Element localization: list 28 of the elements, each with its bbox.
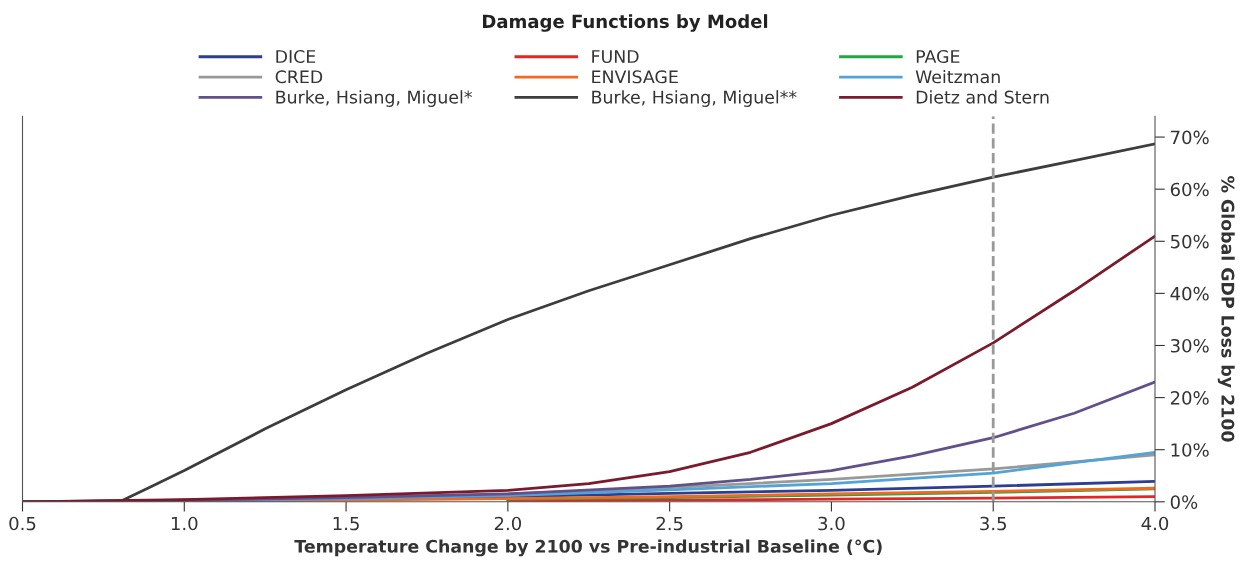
legend-label: DICE (276, 49, 316, 64)
x-tick-label: 3.0 (818, 516, 845, 531)
x-tick-label: 0.5 (9, 516, 36, 531)
y-tick-label: 0% (1170, 495, 1198, 509)
x-axis-title: Temperature Change by 2100 vs Pre-industrial Baseline (°C) (294, 539, 882, 557)
legend-label: PAGE (916, 49, 960, 64)
y-tick-label: 30% (1170, 338, 1209, 353)
legend-label: Weitzman (915, 69, 1000, 84)
y-axis-title: % Global GDP Loss by 2100 (1217, 176, 1235, 442)
x-tick-label: 1.0 (171, 516, 198, 531)
x-tick-label: 3.5 (980, 516, 1006, 531)
y-tick-label: 40% (1170, 286, 1209, 301)
x-tick-label: 2.0 (494, 516, 522, 531)
legend-label: Burke, Hsiang, Miguel* (276, 90, 472, 107)
legend-label: CRED (275, 70, 323, 84)
y-tick-label: 70% (1171, 130, 1209, 145)
x-tick-label: 1.5 (333, 516, 359, 531)
x-tick-label: 4.0 (1141, 516, 1169, 531)
y-tick-label: 20% (1170, 391, 1209, 405)
legend-label: FUND (592, 50, 639, 64)
legend-label: Dietz and Stern (916, 90, 1049, 104)
y-tick-label: 10% (1171, 443, 1209, 457)
y-tick-label: 60% (1170, 182, 1209, 197)
chart-title: Damage Functions by Model (483, 14, 768, 32)
y-tick-label: 50% (1170, 234, 1209, 249)
legend-label: ENVISAGE (592, 70, 678, 84)
legend-label: Burke, Hsiang, Miguel** (592, 90, 797, 107)
x-tick-label: 2.5 (656, 516, 683, 531)
